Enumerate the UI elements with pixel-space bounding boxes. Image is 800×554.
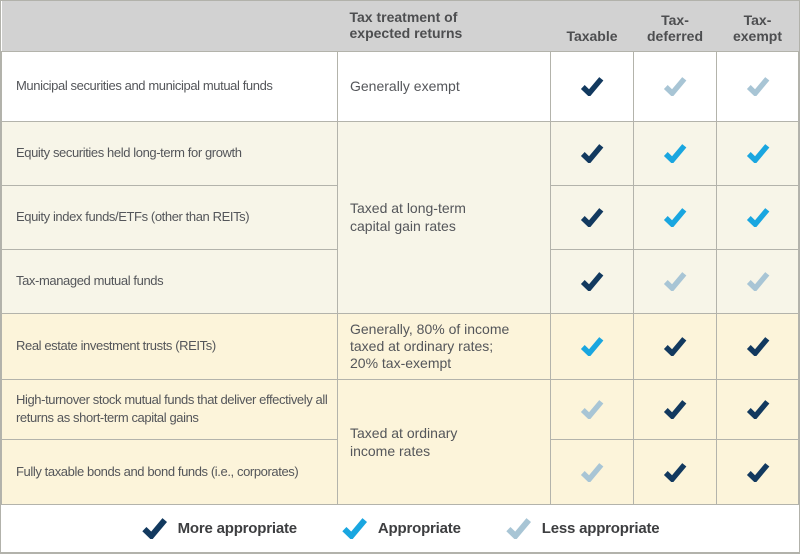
table-row-equity-long-term: Equity securities held long-term for gro… bbox=[1, 120, 799, 314]
check-cell-tax-exempt bbox=[716, 312, 799, 380]
column-header-tax-exempt: Tax-exempt bbox=[716, 1, 799, 51]
check-cell-tax-deferred bbox=[633, 312, 717, 380]
table-header: Tax treatment of expected returns Taxabl… bbox=[1, 1, 799, 51]
check-cell-taxable bbox=[550, 378, 634, 440]
check-cell-tax-exempt bbox=[716, 50, 799, 122]
check-cell-tax-deferred bbox=[633, 248, 717, 314]
tax-treatment-cell-merged: Taxed at long-term capital gain rates bbox=[337, 120, 551, 314]
check-cell-taxable bbox=[550, 120, 634, 186]
check-icon bbox=[746, 336, 770, 356]
check-icon bbox=[141, 517, 168, 540]
check-icon bbox=[580, 336, 604, 356]
check-cell-taxable bbox=[550, 184, 634, 250]
investment-label-cell: Equity securities held long-term for gro… bbox=[1, 120, 338, 186]
investment-label-cell: Fully taxable bonds and bond funds (i.e.… bbox=[1, 438, 338, 505]
column-header-label: Tax-exempt bbox=[732, 11, 783, 44]
check-cell-tax-exempt bbox=[716, 184, 799, 250]
legend-item-appropriate: Appropriate bbox=[341, 517, 461, 540]
check-cell-tax-deferred bbox=[633, 378, 717, 440]
check-cell-tax-exempt bbox=[716, 438, 799, 505]
check-cell-taxable bbox=[550, 248, 634, 314]
check-cell-taxable bbox=[550, 50, 634, 122]
check-cell-tax-exempt bbox=[716, 378, 799, 440]
legend-label: More appropriate bbox=[177, 519, 298, 537]
check-icon bbox=[580, 462, 604, 482]
check-icon bbox=[505, 517, 532, 540]
check-icon bbox=[663, 76, 687, 96]
check-icon bbox=[580, 76, 604, 96]
check-icon bbox=[663, 336, 687, 356]
investment-label-cell: Municipal securities and municipal mutua… bbox=[1, 50, 338, 122]
legend-label: Less appropriate bbox=[541, 519, 660, 537]
header-cell-empty bbox=[1, 1, 338, 51]
tax-treatment-table: Tax treatment of expected returns Taxabl… bbox=[1, 1, 799, 505]
table-row-high-turnover: High-turnover stock mutual funds that de… bbox=[1, 378, 799, 505]
legend-label: Appropriate bbox=[377, 519, 461, 537]
tax-treatment-cell: Generally exempt bbox=[337, 50, 551, 122]
table-row-taxable-bonds: Fully taxable bonds and bond funds (i.e.… bbox=[1, 438, 799, 505]
check-icon bbox=[580, 207, 604, 227]
investment-label-cell: Tax-managed mutual funds bbox=[1, 248, 338, 314]
check-icon bbox=[580, 271, 604, 291]
legend-item-more-appropriate: More appropriate bbox=[141, 517, 298, 540]
check-icon bbox=[663, 271, 687, 291]
tax-treatment-text: Taxed at long-term capital gain rates bbox=[350, 200, 466, 234]
investment-label-cell: Real estate investment trusts (REITs) bbox=[1, 312, 338, 380]
column-header-tax-deferred: Tax-deferred bbox=[633, 1, 717, 51]
check-cell-tax-deferred bbox=[633, 184, 717, 250]
tax-treatment-text: Taxed at ordinary income rates bbox=[350, 424, 458, 459]
check-icon bbox=[663, 143, 687, 163]
header-row: Tax treatment of expected returns Taxabl… bbox=[1, 1, 799, 51]
check-icon bbox=[746, 271, 770, 291]
check-cell-taxable bbox=[550, 438, 634, 505]
table-row-reits: Real estate investment trusts (REITs) Ge… bbox=[1, 312, 799, 380]
legend: More appropriate Appropriate Less approp… bbox=[1, 504, 799, 552]
column-header-tax-treatment: Tax treatment of expected returns bbox=[337, 1, 551, 51]
table-row-index-funds: Equity index funds/ETFs (other than REIT… bbox=[1, 184, 799, 250]
check-icon bbox=[746, 399, 770, 419]
check-icon bbox=[746, 207, 770, 227]
check-cell-tax-deferred bbox=[633, 50, 717, 122]
table-row-municipal: Municipal securities and municipal mutua… bbox=[1, 50, 799, 122]
check-icon bbox=[663, 399, 687, 419]
check-icon bbox=[746, 143, 770, 163]
check-cell-taxable bbox=[550, 312, 634, 380]
check-icon bbox=[663, 207, 687, 227]
check-icon bbox=[746, 76, 770, 96]
column-header-taxable: Taxable bbox=[550, 1, 634, 51]
column-header-label: Tax-deferred bbox=[646, 11, 704, 44]
check-icon bbox=[663, 462, 687, 482]
column-header-label: Tax treatment of expected returns bbox=[349, 8, 463, 41]
tax-treatment-cell: Generally, 80% of income taxed at ordina… bbox=[337, 312, 551, 380]
check-icon bbox=[341, 517, 368, 540]
check-icon bbox=[580, 143, 604, 163]
check-icon bbox=[580, 399, 604, 419]
legend-item-less-appropriate: Less appropriate bbox=[505, 517, 660, 540]
check-cell-tax-deferred bbox=[633, 120, 717, 186]
check-icon bbox=[746, 462, 770, 482]
tax-treatment-text: Generally, 80% of income taxed at ordina… bbox=[350, 320, 510, 371]
investment-label-cell: High-turnover stock mutual funds that de… bbox=[1, 378, 338, 440]
investment-label-cell: Equity index funds/ETFs (other than REIT… bbox=[1, 184, 338, 250]
check-cell-tax-deferred bbox=[633, 438, 717, 505]
check-cell-tax-exempt bbox=[716, 120, 799, 186]
column-header-label: Taxable bbox=[566, 27, 618, 44]
check-cell-tax-exempt bbox=[716, 248, 799, 314]
tax-treatment-cell-merged: Taxed at ordinary income rates bbox=[337, 378, 551, 505]
